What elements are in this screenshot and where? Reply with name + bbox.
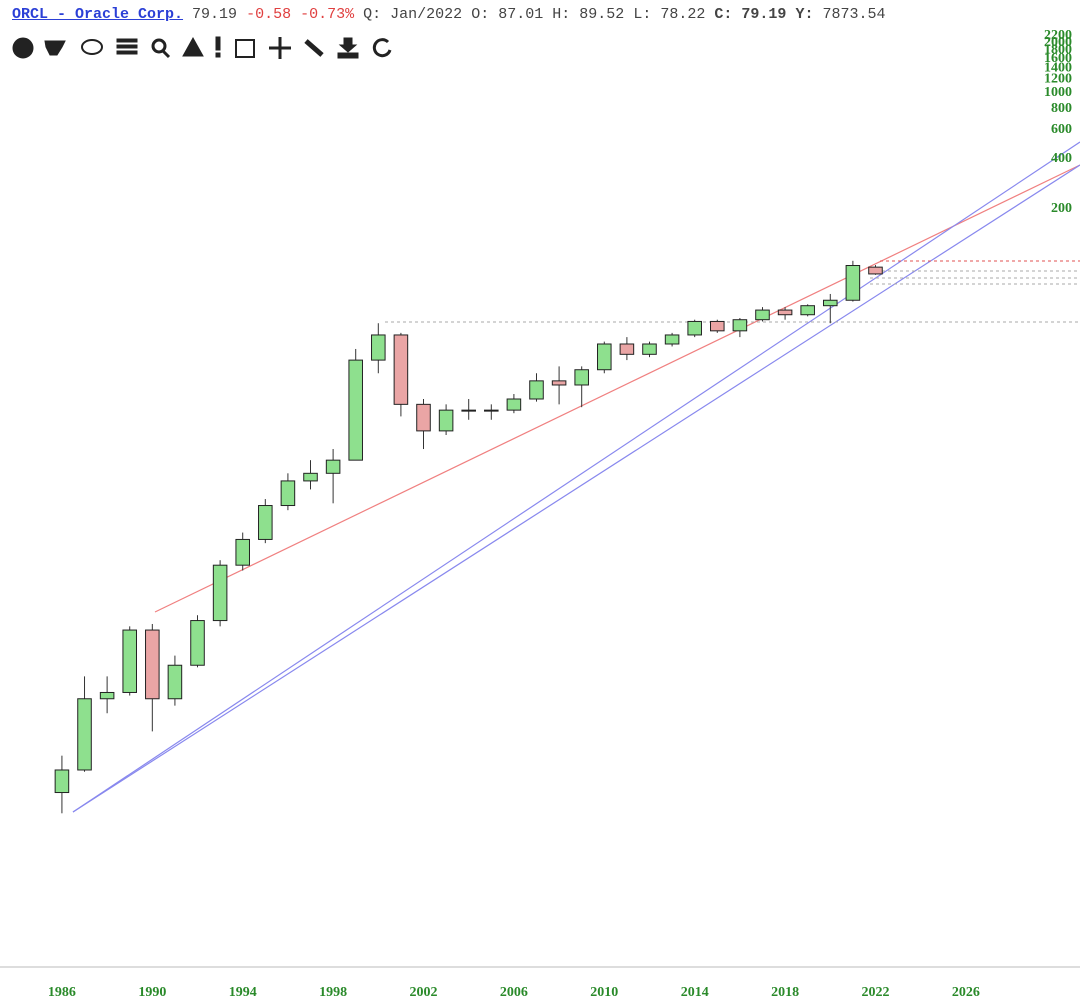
x-tick-label: 2014 bbox=[681, 985, 709, 1000]
candle-body bbox=[484, 409, 499, 412]
low-label: L: bbox=[633, 6, 652, 23]
quote-header: ORCL - Oracle Corp. 79.19 -0.58 -0.73% Q… bbox=[12, 6, 885, 23]
year-label: Y: bbox=[795, 6, 814, 23]
candle-body bbox=[393, 334, 409, 405]
move-icon[interactable] bbox=[269, 37, 291, 59]
y-tick-label: 1400 bbox=[1044, 61, 1072, 76]
candle-body bbox=[167, 664, 183, 700]
candle-body bbox=[325, 459, 341, 474]
link-icon[interactable] bbox=[304, 39, 324, 57]
symbol-link[interactable]: ORCL - Oracle Corp. bbox=[12, 6, 184, 23]
candle-body bbox=[461, 409, 476, 412]
candle-body bbox=[145, 629, 160, 700]
x-tick-label: 1994 bbox=[229, 985, 257, 1000]
y-tick-label: 1600 bbox=[1044, 51, 1072, 66]
close-label: C: bbox=[714, 6, 733, 23]
y-tick-label: 1200 bbox=[1044, 72, 1072, 87]
candle-body bbox=[280, 480, 296, 507]
candle-body bbox=[506, 398, 522, 411]
trend-line bbox=[72, 141, 1080, 813]
x-tick-label: 2010 bbox=[590, 985, 618, 1000]
x-tick-label: 1998 bbox=[319, 985, 347, 1000]
trend-line bbox=[72, 164, 1080, 813]
year-value: 7873.54 bbox=[822, 6, 886, 23]
refresh-icon[interactable] bbox=[372, 38, 392, 58]
x-tick-label: 1990 bbox=[138, 985, 166, 1000]
candle-body bbox=[258, 505, 273, 540]
comment-icon[interactable] bbox=[81, 39, 103, 55]
candle-body bbox=[777, 309, 793, 316]
x-tick-label: 2018 bbox=[771, 985, 799, 1000]
y-tick-label: 1000 bbox=[1044, 85, 1072, 100]
candle-body bbox=[122, 629, 137, 693]
y-tick-label: 200 bbox=[1051, 201, 1072, 216]
candle-body bbox=[438, 409, 454, 432]
open-label: O: bbox=[471, 6, 490, 23]
candle-body bbox=[710, 320, 725, 332]
x-tick-label: 2002 bbox=[410, 985, 438, 1000]
alert-icon[interactable] bbox=[182, 36, 204, 57]
x-tick-label: 2006 bbox=[500, 985, 528, 1000]
x-tick-label: 1986 bbox=[48, 985, 76, 1000]
candle-body bbox=[642, 343, 657, 355]
candle-body bbox=[551, 380, 567, 386]
candle-body bbox=[800, 305, 815, 316]
change-pct: -0.73% bbox=[300, 6, 355, 23]
last-price: 79.19 bbox=[192, 6, 238, 23]
candle-body bbox=[371, 334, 386, 361]
candle-body bbox=[687, 320, 702, 336]
candle-body bbox=[732, 319, 748, 332]
candle-body bbox=[597, 343, 612, 371]
y-tick-label: 400 bbox=[1051, 151, 1072, 166]
candle-body bbox=[303, 472, 318, 482]
y-tick-label: 600 bbox=[1051, 122, 1072, 137]
low-value: 78.22 bbox=[660, 6, 706, 23]
trend-line bbox=[154, 164, 1080, 613]
x-tick-label: 2026 bbox=[952, 985, 980, 1000]
drawings bbox=[72, 141, 1080, 813]
candle-body bbox=[529, 380, 544, 400]
candle-body bbox=[99, 691, 115, 700]
x-tick-label: 2022 bbox=[861, 985, 889, 1000]
candle-body bbox=[190, 620, 205, 666]
high-value: 89.52 bbox=[579, 6, 625, 23]
candle-body bbox=[348, 359, 363, 461]
candle-body bbox=[574, 369, 589, 386]
y-tick-label: 2000 bbox=[1044, 35, 1072, 50]
search-icon[interactable] bbox=[151, 38, 171, 59]
candle-body bbox=[823, 299, 838, 307]
change: -0.58 bbox=[246, 6, 292, 23]
candle-body bbox=[235, 538, 250, 566]
download-icon[interactable] bbox=[337, 37, 359, 59]
calendar-icon[interactable] bbox=[235, 39, 255, 58]
info-icon[interactable] bbox=[215, 36, 221, 58]
candle-body bbox=[54, 769, 70, 794]
candle-body bbox=[868, 266, 883, 275]
candle-body bbox=[664, 334, 680, 345]
high-label: H: bbox=[552, 6, 571, 23]
candle-body bbox=[77, 698, 92, 771]
toolbar bbox=[12, 36, 392, 59]
candle-body bbox=[619, 343, 635, 355]
candle-body bbox=[416, 403, 431, 432]
y-tick-label: 2200 bbox=[1044, 28, 1072, 43]
dashboard-icon[interactable] bbox=[12, 37, 34, 59]
period: Q: Jan/2022 bbox=[363, 6, 463, 23]
candle-body bbox=[845, 265, 861, 301]
y-tick-label: 800 bbox=[1051, 101, 1072, 116]
open-value: 87.01 bbox=[498, 6, 544, 23]
close-value: 79.19 bbox=[741, 6, 787, 23]
twitter-icon[interactable] bbox=[44, 40, 66, 56]
y-tick-label: 1800 bbox=[1044, 42, 1072, 57]
list-icon[interactable] bbox=[116, 38, 138, 55]
candle-body bbox=[212, 564, 228, 622]
candle-body bbox=[755, 309, 770, 321]
